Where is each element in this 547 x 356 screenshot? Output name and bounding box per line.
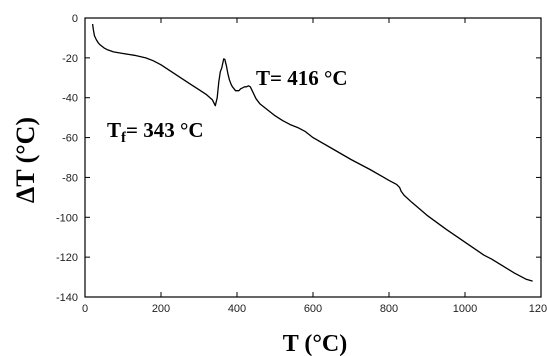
annotation-subscript: f: [121, 130, 127, 146]
x-tick-label: 800: [380, 303, 398, 315]
x-tick-label: 0: [82, 303, 88, 315]
y-tick-label: -120: [56, 252, 78, 264]
annotation-base: T: [256, 66, 270, 90]
x-axis-title: T (°C): [283, 331, 348, 356]
x-tick-label: 200: [152, 303, 170, 315]
x-tick-label: 400: [228, 303, 246, 315]
annotation-base: T: [107, 118, 121, 142]
x-tick-label: 1000: [453, 303, 477, 315]
annotation-value: = 343 °C: [126, 118, 204, 142]
annotations: Tf= 343 °CT= 416 °C: [107, 66, 348, 146]
axis-ticks: [84, 17, 542, 298]
y-tick-label: -140: [56, 292, 78, 304]
y-tick-label: -80: [62, 172, 78, 184]
y-tick-label: -20: [62, 53, 78, 65]
annotation-label: T= 416 °C: [256, 66, 348, 90]
plot-area: [84, 17, 542, 298]
y-tick-label: 0: [72, 13, 78, 25]
annotation-label: Tf= 343 °C: [107, 118, 204, 146]
series-line: [91, 23, 533, 282]
x-tick-label: 600: [304, 303, 322, 315]
annotation-value: = 416 °C: [270, 66, 348, 90]
y-axis-title: ΔT (°C): [11, 117, 40, 203]
y-tick-label: -60: [62, 133, 78, 145]
y-tick-label: -100: [56, 212, 78, 224]
y-tick-label: -40: [62, 93, 78, 105]
